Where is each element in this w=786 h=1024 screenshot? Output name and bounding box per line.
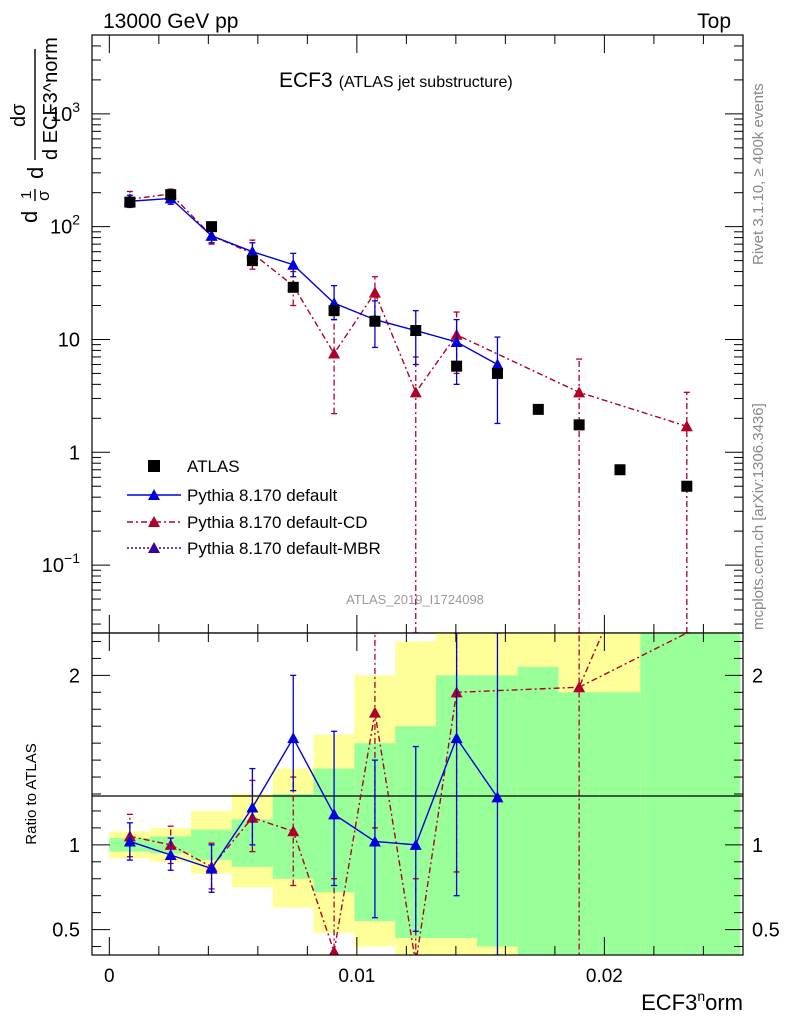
- legend-label: Pythia 8.170 default-MBR: [187, 539, 381, 558]
- default-point: [205, 229, 218, 241]
- analysis-watermark: ATLAS_2019_I1724098: [346, 592, 484, 607]
- default-point: [246, 245, 259, 257]
- legend-label: Pythia 8.170 default-CD: [187, 513, 368, 532]
- y-tick-label: 10: [58, 329, 80, 351]
- x-tick-label: 0.02: [586, 966, 623, 987]
- default-cd-point: [328, 347, 341, 359]
- y-tick-label: 1: [69, 442, 80, 464]
- x-tick-label: 0: [104, 966, 115, 987]
- atlas-point: [491, 367, 503, 379]
- default-point: [491, 358, 504, 370]
- default-cd-point: [409, 386, 422, 398]
- ratio-default-cd-line: [578, 633, 688, 688]
- ratio-y-tick-label: 1: [69, 835, 80, 857]
- source-reference: mcplots.cern.ch [arXiv:1306.3436]: [750, 403, 767, 630]
- band-inner: [272, 794, 314, 879]
- legend-marker: [148, 516, 160, 527]
- atlas-point: [410, 325, 422, 337]
- atlas-point: [287, 281, 299, 293]
- main-series-layer: [123, 187, 693, 633]
- y-tick-label: 103: [50, 99, 80, 126]
- legend: ATLAS Pythia 8.170 default Pythia 8.170 de…: [127, 457, 381, 558]
- ratio-default-cd-point: [328, 945, 340, 955]
- atlas-point: [451, 360, 463, 372]
- atlas-point: [532, 403, 544, 415]
- atlas-point: [328, 305, 340, 317]
- svg-text:d: d: [17, 211, 42, 223]
- band-inner: [517, 666, 559, 955]
- ratio-default-point: [287, 732, 300, 744]
- ratio-default-point: [246, 801, 259, 813]
- ratio-default-point: [368, 835, 381, 847]
- ratio-default-cd-point: [287, 825, 300, 837]
- atlas-point: [614, 464, 626, 476]
- ratio-y-tick-label-right: 2: [752, 665, 763, 687]
- header-process: 13000 GeV pp: [103, 10, 238, 33]
- ratio-default-point: [491, 791, 504, 803]
- ratio-y-tick-label: 2: [69, 665, 80, 687]
- default-point: [450, 335, 463, 347]
- atlas-point: [681, 480, 693, 492]
- x-axis-label: ECF3norm: [641, 988, 743, 1015]
- svg-text:dσ: dσ: [8, 103, 30, 127]
- plot-title: ECF3 (ATLAS jet substructure): [279, 69, 513, 92]
- ratio-default-point: [409, 838, 422, 850]
- legend-label: Pythia 8.170 default: [187, 486, 338, 505]
- default-cd-point: [680, 420, 693, 432]
- y-tick-label: 10−1: [42, 550, 80, 577]
- y-axis-label-main: d 1 σ d dσ d ECF3^norm: [8, 37, 62, 223]
- ratio-series-layer: [123, 633, 690, 968]
- y-axis-label-ratio: Ratio to ATLAS: [23, 743, 40, 844]
- ratio-default-point: [328, 808, 341, 820]
- ratio-y-tick-label-right: 0.5: [752, 920, 780, 942]
- header-observable: Top: [697, 10, 731, 33]
- ratio-default-point: [205, 862, 218, 874]
- band-inner: [599, 692, 641, 955]
- atlas-point: [573, 419, 585, 431]
- ratio-y-tick-label-right: 1: [752, 835, 763, 857]
- default-cd-point: [368, 286, 381, 298]
- default-cd-point: [573, 386, 586, 398]
- svg-text:1: 1: [18, 191, 35, 199]
- ratio-uncertainty-bands: [109, 633, 741, 955]
- main-axes: 10−1 1 10 102 103: [42, 34, 744, 634]
- x-tick-label: 0.01: [338, 966, 375, 987]
- ratio-default-cd-point: [410, 957, 422, 968]
- atlas-point: [165, 189, 177, 201]
- y-tick-label: 102: [50, 212, 80, 239]
- atlas-point: [206, 221, 218, 233]
- band-inner: [640, 633, 682, 955]
- svg-text:d: d: [23, 167, 48, 179]
- legend-marker: [148, 489, 160, 500]
- ratio-default-point: [450, 732, 463, 744]
- atlas-point: [246, 255, 258, 267]
- legend-atlas-marker: [148, 460, 160, 472]
- ratio-axes: 0 0.01 0.02 0.5 0.5 1 1 2 2: [52, 632, 780, 987]
- default-line: [129, 197, 498, 366]
- ratio-default-point: [164, 849, 177, 861]
- atlas-point: [124, 196, 136, 208]
- default-point: [287, 258, 300, 270]
- ratio-default-point: [123, 835, 136, 847]
- ratio-default-cd-point: [368, 706, 381, 718]
- generator-info: Rivet 3.1.10, ≥ 400k events: [750, 83, 767, 265]
- legend-marker: [148, 542, 160, 553]
- svg-text:σ: σ: [34, 190, 53, 201]
- atlas-point: [369, 315, 381, 327]
- svg-text:d ECF3^norm: d ECF3^norm: [40, 37, 62, 160]
- band-inner: [681, 633, 741, 955]
- ratio-y-tick-label: 0.5: [52, 920, 80, 942]
- legend-label: ATLAS: [187, 457, 240, 476]
- ratio-default-line: [129, 736, 499, 870]
